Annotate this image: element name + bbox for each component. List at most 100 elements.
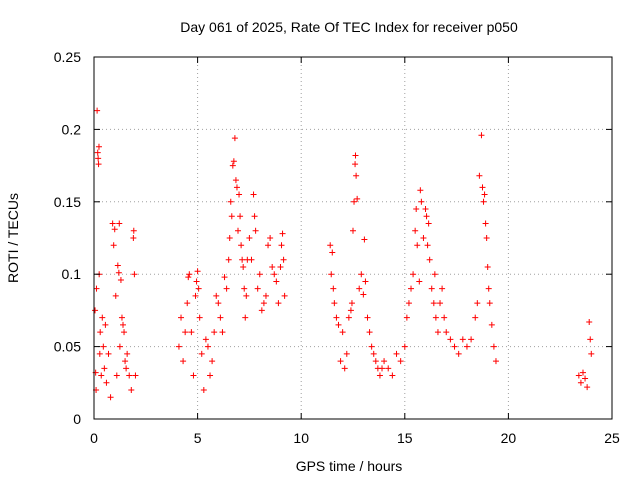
data-point <box>95 143 102 150</box>
data-point <box>432 314 439 321</box>
data-point <box>418 198 425 205</box>
data-point <box>350 227 356 234</box>
data-point <box>412 227 419 234</box>
data-point <box>235 227 242 234</box>
data-point <box>95 155 102 162</box>
data-point <box>351 198 358 205</box>
data-point <box>237 213 244 220</box>
data-point <box>483 235 490 241</box>
data-point <box>401 343 408 350</box>
data-point <box>360 291 367 298</box>
data-point <box>185 274 192 281</box>
data-point <box>426 256 433 263</box>
data-point <box>131 271 138 278</box>
data-point <box>372 358 379 365</box>
data-point <box>219 329 226 336</box>
data-point <box>341 365 348 372</box>
data-point <box>441 314 448 321</box>
data-point <box>242 314 249 321</box>
data-point <box>582 375 589 382</box>
data-point <box>271 271 278 278</box>
data-point <box>192 292 199 299</box>
data-point <box>330 285 337 292</box>
data-point <box>209 358 216 365</box>
data-point <box>207 372 214 379</box>
data-point <box>431 271 438 278</box>
data-point <box>480 198 487 205</box>
data-point <box>361 236 368 243</box>
data-point <box>269 263 276 270</box>
y-tick-label: 0.2 <box>62 121 82 137</box>
data-point <box>422 206 429 213</box>
data-point <box>117 276 124 283</box>
data-point <box>211 329 218 336</box>
y-tick-label: 0 <box>73 411 81 427</box>
grid <box>94 57 612 419</box>
data-point <box>478 132 485 139</box>
data-point <box>99 314 106 321</box>
data-point <box>356 285 363 292</box>
data-point <box>215 300 222 307</box>
data-point <box>184 300 191 307</box>
data-point <box>114 262 121 269</box>
data-point <box>126 372 133 379</box>
data-point <box>575 372 582 379</box>
data-point <box>343 350 350 357</box>
data-point <box>92 307 99 314</box>
data-point <box>472 314 479 321</box>
data-point <box>113 372 120 379</box>
data-point <box>233 184 240 191</box>
data-point <box>97 329 104 336</box>
data-point <box>577 379 584 386</box>
data-point <box>105 350 112 357</box>
data-point <box>240 263 247 270</box>
data-point <box>175 343 182 350</box>
data-point <box>486 300 493 307</box>
data-point <box>260 300 267 307</box>
data-point <box>347 307 354 314</box>
x-tick-label: 20 <box>501 430 517 446</box>
data-point <box>490 343 497 350</box>
data-point <box>405 300 412 307</box>
data-point <box>414 242 421 249</box>
data-point <box>109 220 116 227</box>
data-point <box>100 343 107 350</box>
data-point <box>110 242 117 249</box>
data-point <box>128 387 135 394</box>
data-point <box>455 350 462 357</box>
data-point <box>120 321 127 328</box>
data-point <box>278 242 285 249</box>
data-point <box>376 372 383 379</box>
data-point <box>381 358 388 365</box>
data-point <box>124 350 131 357</box>
data-point <box>256 271 263 278</box>
data-point <box>476 172 483 179</box>
data-point <box>484 263 491 270</box>
data-point <box>186 271 193 278</box>
plot-frame <box>93 56 613 420</box>
data-point <box>94 107 101 114</box>
data-point <box>217 314 224 321</box>
data-point <box>579 369 586 376</box>
x-tick-label: 15 <box>397 430 413 446</box>
data-point <box>96 350 103 357</box>
data-point <box>385 365 392 372</box>
data-point <box>258 307 265 314</box>
data-point <box>130 235 137 241</box>
data-point <box>424 242 431 249</box>
data-point <box>413 206 420 213</box>
data-point <box>366 329 373 336</box>
data-point <box>428 285 435 292</box>
data-point <box>102 321 109 328</box>
x-tick-label: 0 <box>90 430 98 446</box>
data-point <box>408 285 415 292</box>
data-point <box>123 365 130 372</box>
data-point <box>277 263 284 270</box>
data-point <box>352 161 359 168</box>
y-tick-label: 0.25 <box>54 49 81 65</box>
data-point <box>474 300 481 307</box>
data-point <box>194 268 201 275</box>
data-point <box>111 226 118 233</box>
data-point <box>273 278 280 285</box>
data-point <box>236 191 243 198</box>
